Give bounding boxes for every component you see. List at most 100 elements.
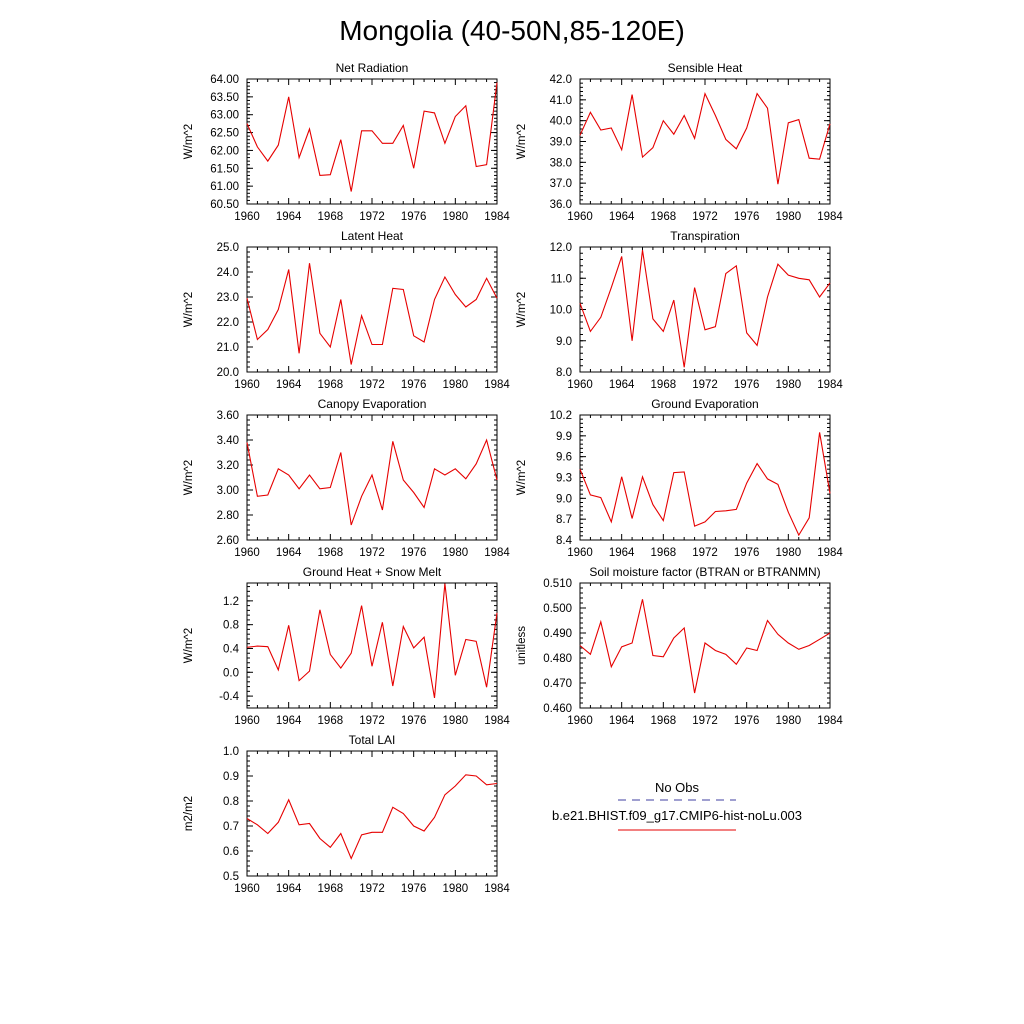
y-tick-label: 0.470 bbox=[543, 678, 572, 690]
x-tick-label: 1960 bbox=[234, 547, 260, 559]
plot-frame bbox=[246, 750, 498, 877]
chart-panel: Net Radiation 1960 1964 1968 1972 1976 1980 198… bbox=[183, 61, 510, 223]
x-tick-label: 1960 bbox=[567, 379, 593, 391]
series-line bbox=[579, 432, 831, 537]
chart-panel: Latent Heat 1960 1964 1968 1972 1976 1980 1984 2… bbox=[183, 229, 510, 391]
x-tick-label: 1984 bbox=[817, 715, 843, 727]
y-tick-label: 8.4 bbox=[556, 535, 573, 547]
y-tick-label: 37.0 bbox=[550, 178, 572, 190]
x-tick-label: 1984 bbox=[484, 547, 510, 559]
x-tick-label: 1976 bbox=[401, 211, 427, 223]
x-tick-label: 1984 bbox=[817, 379, 843, 391]
y-tick-label: 0.460 bbox=[543, 703, 572, 715]
x-tick-label: 1972 bbox=[692, 211, 718, 223]
y-tick-label: 23.0 bbox=[217, 292, 239, 304]
x-tick-label: 1964 bbox=[609, 547, 635, 559]
y-tick-label: 10.0 bbox=[550, 305, 572, 317]
panel-title: Transpiration bbox=[670, 229, 740, 243]
x-tick-label: 1968 bbox=[318, 211, 344, 223]
y-tick-label: 9.0 bbox=[556, 493, 572, 505]
x-tick-label: 1984 bbox=[484, 211, 510, 223]
y-tick-label: 42.0 bbox=[550, 74, 572, 86]
x-tick-label: 1964 bbox=[276, 211, 302, 223]
x-tick-label: 1976 bbox=[401, 715, 427, 727]
x-tick-label: 1964 bbox=[609, 715, 635, 727]
y-tick-label: 36.0 bbox=[550, 199, 572, 211]
chart-panel: Transpiration 1960 1964 1968 1972 1976 1980 198… bbox=[516, 229, 843, 391]
series-line bbox=[579, 599, 831, 694]
series-line bbox=[246, 438, 498, 526]
x-tick-label: 1980 bbox=[776, 547, 802, 559]
y-axis-label: unitless bbox=[516, 626, 528, 665]
x-tick-label: 1980 bbox=[443, 715, 469, 727]
x-tick-label: 1976 bbox=[401, 883, 427, 895]
x-tick-label: 1980 bbox=[776, 715, 802, 727]
y-tick-label: 39.0 bbox=[550, 137, 572, 149]
x-tick-label: 1964 bbox=[276, 883, 302, 895]
series-line bbox=[246, 82, 498, 192]
y-tick-label: 0.500 bbox=[543, 603, 572, 615]
panels: Net Radiation 1960 1964 1968 1972 1976 1980 198… bbox=[183, 61, 843, 895]
y-tick-label: 25.0 bbox=[217, 242, 239, 254]
y-tick-label: 0.8 bbox=[223, 796, 239, 808]
x-tick-label: 1972 bbox=[359, 211, 385, 223]
x-tick-label: 1968 bbox=[318, 715, 344, 727]
x-tick-label: 1960 bbox=[234, 211, 260, 223]
x-tick-label: 1980 bbox=[443, 211, 469, 223]
y-tick-label: 63.50 bbox=[210, 92, 239, 104]
x-tick-label: 1960 bbox=[234, 715, 260, 727]
legend-obs-label: No Obs bbox=[655, 780, 700, 795]
y-tick-label: 0.8 bbox=[223, 620, 239, 632]
y-tick-label: 10.2 bbox=[550, 410, 572, 422]
y-tick-label: 40.0 bbox=[550, 116, 572, 128]
y-tick-label: 3.00 bbox=[217, 485, 239, 497]
y-tick-label: 2.60 bbox=[217, 535, 239, 547]
panel-title: Net Radiation bbox=[336, 61, 409, 75]
y-tick-label: 1.0 bbox=[223, 746, 239, 758]
x-tick-label: 1960 bbox=[234, 883, 260, 895]
y-tick-label: 21.0 bbox=[217, 342, 239, 354]
x-tick-label: 1980 bbox=[443, 379, 469, 391]
x-tick-label: 1972 bbox=[359, 715, 385, 727]
panel-title: Latent Heat bbox=[341, 229, 404, 243]
x-tick-label: 1976 bbox=[401, 547, 427, 559]
x-tick-label: 1968 bbox=[651, 547, 677, 559]
y-axis-label: W/m^2 bbox=[183, 124, 195, 159]
x-tick-label: 1972 bbox=[359, 547, 385, 559]
panel-title: Canopy Evaporation bbox=[318, 397, 427, 411]
x-tick-label: 1972 bbox=[359, 883, 385, 895]
y-tick-label: 8.7 bbox=[556, 514, 572, 526]
x-tick-label: 1980 bbox=[776, 379, 802, 391]
series-line bbox=[246, 774, 498, 860]
x-tick-label: 1984 bbox=[484, 883, 510, 895]
y-axis-label: m2/m2 bbox=[183, 796, 195, 831]
x-tick-label: 1972 bbox=[692, 379, 718, 391]
x-tick-label: 1984 bbox=[817, 547, 843, 559]
y-tick-label: 0.9 bbox=[223, 771, 239, 783]
x-tick-label: 1968 bbox=[318, 379, 344, 391]
y-tick-label: 0.480 bbox=[543, 653, 572, 665]
y-tick-label: 0.6 bbox=[223, 846, 239, 858]
x-tick-label: 1984 bbox=[484, 379, 510, 391]
x-tick-label: 1960 bbox=[234, 379, 260, 391]
chart-panel: Ground Heat + Snow Melt 1960 1964 1968 1972 1… bbox=[183, 565, 510, 727]
y-tick-label: 61.50 bbox=[210, 163, 239, 175]
y-tick-label: 63.00 bbox=[210, 110, 239, 122]
y-tick-label: 0.490 bbox=[543, 628, 572, 640]
x-tick-label: 1960 bbox=[567, 211, 593, 223]
y-tick-label: -0.4 bbox=[219, 691, 239, 703]
x-tick-label: 1968 bbox=[651, 211, 677, 223]
legend-model-label: b.e21.BHIST.f09_g17.CMIP6-hist-noLu.003 bbox=[552, 808, 802, 823]
y-tick-label: 62.50 bbox=[210, 128, 239, 140]
x-tick-label: 1980 bbox=[776, 211, 802, 223]
y-axis-label: W/m^2 bbox=[183, 628, 195, 663]
y-tick-label: 0.7 bbox=[223, 821, 239, 833]
panel-title: Total LAI bbox=[349, 733, 396, 747]
y-tick-label: 9.3 bbox=[556, 473, 572, 485]
y-tick-label: 3.60 bbox=[217, 410, 239, 422]
x-tick-label: 1964 bbox=[609, 211, 635, 223]
y-tick-label: 41.0 bbox=[550, 95, 572, 107]
legend: No Obs b.e21.BHIST.f09_g17.CMIP6-hist-no… bbox=[552, 780, 802, 831]
y-tick-label: 3.20 bbox=[217, 460, 239, 472]
